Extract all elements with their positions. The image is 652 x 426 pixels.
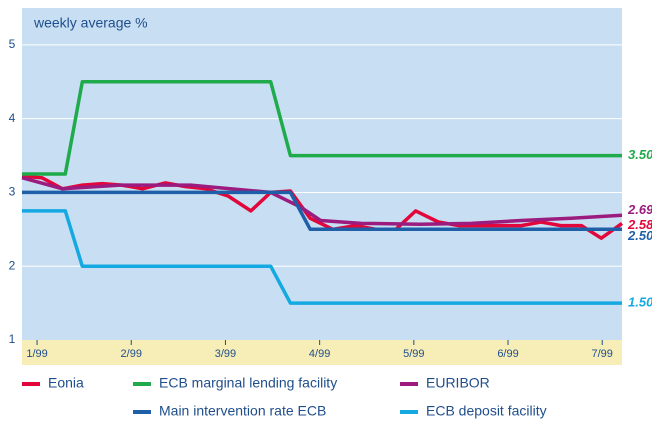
x-tick-label: 5/99 bbox=[403, 348, 424, 360]
end-label: 3.50 bbox=[628, 147, 652, 162]
plot-area bbox=[22, 8, 622, 340]
end-label: 2.69 bbox=[627, 202, 652, 217]
y-tick-label: 4 bbox=[9, 111, 16, 125]
x-tick-label: 4/99 bbox=[309, 348, 330, 360]
x-tick-label: 6/99 bbox=[497, 348, 518, 360]
legend-label: Main intervention rate ECB bbox=[159, 403, 326, 419]
y-tick-label: 1 bbox=[9, 332, 16, 346]
legend-label: ECB marginal lending facility bbox=[159, 375, 337, 391]
x-axis-band bbox=[22, 340, 622, 365]
x-tick-label: 3/99 bbox=[215, 348, 236, 360]
series-line bbox=[22, 80, 622, 176]
y-tick-label: 2 bbox=[9, 258, 16, 272]
legend-label: ECB deposit facility bbox=[426, 403, 547, 419]
series-line bbox=[22, 190, 622, 232]
end-label: 2.50 bbox=[627, 228, 652, 243]
legend-label: Eonia bbox=[48, 375, 84, 391]
series-line bbox=[22, 209, 622, 305]
end-label: 2.58 bbox=[627, 217, 652, 232]
y-tick-label: 5 bbox=[9, 37, 16, 51]
legend-label: EURIBOR bbox=[426, 375, 490, 391]
x-tick-label: 7/99 bbox=[592, 348, 613, 360]
chart-title: weekly average % bbox=[33, 15, 148, 31]
end-label: 1.50 bbox=[628, 295, 652, 310]
x-tick-label: 2/99 bbox=[121, 348, 142, 360]
series-line bbox=[21, 176, 623, 226]
y-tick-label: 3 bbox=[9, 185, 16, 199]
x-tick-label: 1/99 bbox=[26, 348, 47, 360]
